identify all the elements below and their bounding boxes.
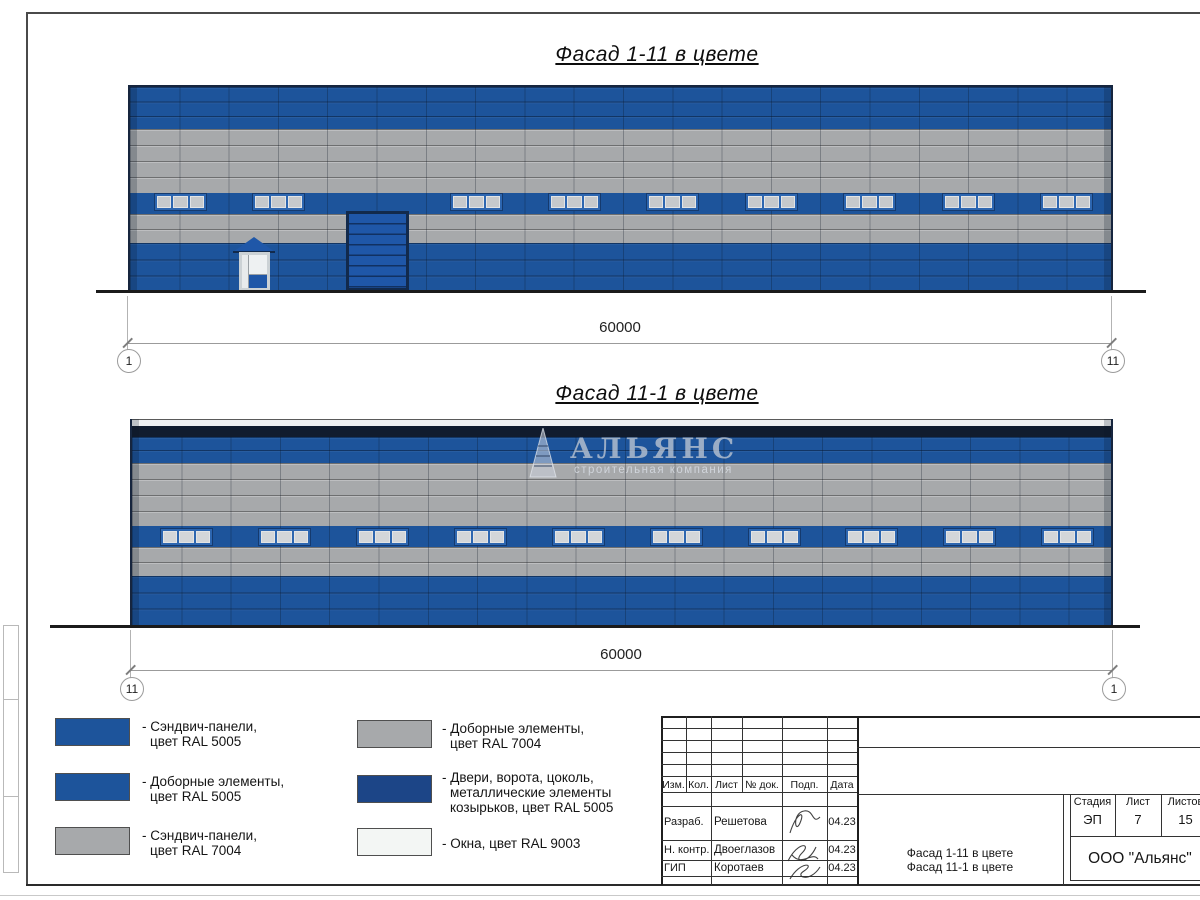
col-izm: Изм.	[662, 779, 685, 791]
frame-top	[26, 12, 1200, 14]
doc-title-line1: Фасад 1-11 в цвете	[906, 846, 1014, 860]
legend-swatch	[55, 773, 130, 801]
extension-line	[1111, 296, 1112, 354]
legend-label: - Доборные элементы, цвет RAL 7004	[442, 721, 585, 751]
window	[160, 528, 213, 546]
frame-bottom	[26, 884, 1200, 886]
legend-label: - Окна, цвет RAL 9003	[442, 836, 581, 851]
sheets-value: 15	[1178, 812, 1193, 827]
facade1-windows	[130, 87, 1111, 291]
legend-label: - Сэндвич-панели, цвет RAL 5005	[142, 719, 257, 749]
axis-marker-11: 11	[1101, 349, 1125, 373]
facade1-title: Фасад 1-11 в цвете	[555, 43, 759, 66]
axis-marker-11: 11	[120, 677, 144, 701]
window	[748, 528, 801, 546]
dimension-value: 60000	[599, 319, 641, 336]
window	[154, 193, 207, 211]
panel-joints	[130, 87, 1111, 291]
role-nkontr: Н. контр.	[664, 844, 710, 856]
frame-left	[26, 12, 28, 885]
legend-swatch	[357, 828, 432, 856]
ground-line	[50, 625, 1140, 628]
doc-title-line2: Фасад 11-1 в цвете	[906, 860, 1014, 874]
legend-swatch	[55, 718, 130, 746]
entrance-door	[239, 252, 270, 291]
legend-label: - Двери, ворота, цоколь, металлические эл…	[442, 770, 614, 815]
watermark-company-name: АЛЬЯНС	[570, 432, 739, 465]
facade2-elevation	[130, 419, 1113, 628]
dimension-value: 60000	[600, 646, 642, 663]
facade2-title: Фасад 11-1 в цвете	[555, 382, 759, 405]
axis-marker-1: 1	[117, 349, 141, 373]
sheet-edge-line	[0, 895, 1200, 896]
legend-swatch	[357, 720, 432, 748]
company-name: ООО "Альянс"	[1088, 850, 1192, 867]
window	[252, 193, 305, 211]
window	[650, 528, 703, 546]
legend-label: - Сэндвич-панели, цвет RAL 7004	[142, 828, 257, 858]
window	[450, 193, 503, 211]
ground-line	[96, 290, 1146, 293]
sheet-value: 7	[1134, 812, 1142, 827]
window	[454, 528, 507, 546]
margin-stamp-box	[3, 699, 19, 798]
sheet-label: Лист	[1126, 796, 1150, 808]
extension-line	[127, 296, 128, 354]
legend-swatch	[357, 775, 432, 803]
col-data: Дата	[830, 779, 854, 791]
alliance-logo-triangle-icon	[529, 428, 557, 478]
window	[1040, 193, 1093, 211]
date-nkontr: 04.23	[828, 844, 856, 856]
axis-marker-1: 1	[1102, 677, 1126, 701]
window	[356, 528, 409, 546]
dimension-line	[128, 343, 1112, 344]
window	[646, 193, 699, 211]
extension-line	[1112, 630, 1113, 682]
legend-swatch	[55, 827, 130, 855]
window	[843, 193, 896, 211]
window	[845, 528, 898, 546]
margin-stamp-box	[3, 625, 19, 701]
signature-scribbles	[787, 810, 821, 880]
roll-up-gate	[346, 211, 409, 291]
facade1-elevation	[128, 85, 1113, 293]
facade2-windows	[132, 419, 1111, 626]
legend-label: - Доборные элементы, цвет RAL 5005	[142, 774, 285, 804]
col-list: Лист	[715, 779, 738, 791]
extension-line	[130, 630, 131, 682]
col-podp: Подп.	[790, 779, 819, 791]
dimension-line	[131, 670, 1113, 671]
window	[943, 528, 996, 546]
sheets-label: Листов	[1167, 796, 1200, 808]
window	[942, 193, 995, 211]
stage-value: ЭП	[1083, 812, 1102, 827]
entrance-canopy	[233, 237, 275, 252]
window	[552, 528, 605, 546]
name-razrab: Решетова	[714, 816, 767, 828]
name-gip: Коротаев	[714, 862, 764, 874]
watermark-company-tagline: строительная компания	[574, 464, 733, 476]
col-kol: Кол.	[688, 779, 709, 791]
window	[258, 528, 311, 546]
col-ndok: № док.	[745, 779, 779, 791]
role-razrab: Разраб.	[664, 816, 704, 828]
window	[745, 193, 798, 211]
role-gip: ГИП	[664, 862, 686, 874]
window	[1041, 528, 1094, 546]
date-gip: 04.23	[828, 862, 856, 874]
stage-label: Стадия	[1073, 796, 1112, 808]
margin-stamp-box	[3, 796, 19, 873]
window	[548, 193, 601, 211]
name-nkontr: Двоеглазов	[714, 844, 776, 856]
date-razrab: 04.23	[828, 816, 856, 828]
